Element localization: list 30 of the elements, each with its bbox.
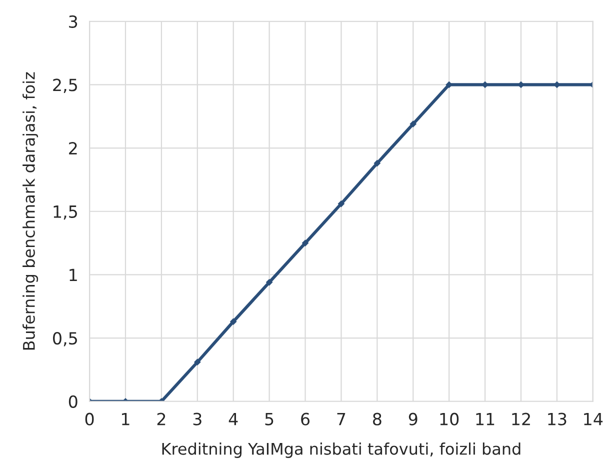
x-tick-label: 2: [157, 412, 166, 426]
x-tick-label: 8: [373, 412, 382, 426]
point: [374, 160, 381, 167]
y-tick-label: 0: [68, 395, 78, 408]
x-tick-label: 1: [122, 413, 130, 426]
y-axis-title: Buferning benchmark darajasi, foiz: [22, 72, 38, 350]
point: [410, 120, 417, 128]
y-tick-label: 2,5: [53, 78, 77, 93]
x-tick-label: 6: [301, 412, 310, 426]
x-tick-label: 11: [476, 413, 494, 426]
x-tick-label: 14: [584, 413, 603, 426]
point: [230, 318, 237, 326]
x-tick-label: 12: [512, 412, 530, 426]
x-tick-label: 4: [228, 413, 238, 426]
point: [302, 240, 309, 246]
x-tick-label: 3: [193, 412, 202, 426]
y-tick-label: 2: [69, 142, 77, 154]
x-tick-label: 13: [548, 412, 566, 426]
x-tick-label: 9: [408, 412, 418, 426]
y-tick-label: 3: [69, 15, 78, 28]
x-tick-label: 5: [265, 413, 274, 426]
x-tick-label: 0: [85, 412, 94, 426]
point: [194, 358, 201, 366]
y-tick-label: 0,5: [53, 332, 77, 346]
y-tick-label: 1,5: [54, 206, 77, 220]
x-tick-label: 7: [337, 413, 346, 426]
y-tick-label: 1: [70, 268, 77, 282]
x-tick-label: 10: [440, 412, 459, 426]
point: [266, 278, 273, 286]
x-axis-title: Kreditning YaIMga nisbati tafovuti, foizli band: [162, 442, 520, 458]
